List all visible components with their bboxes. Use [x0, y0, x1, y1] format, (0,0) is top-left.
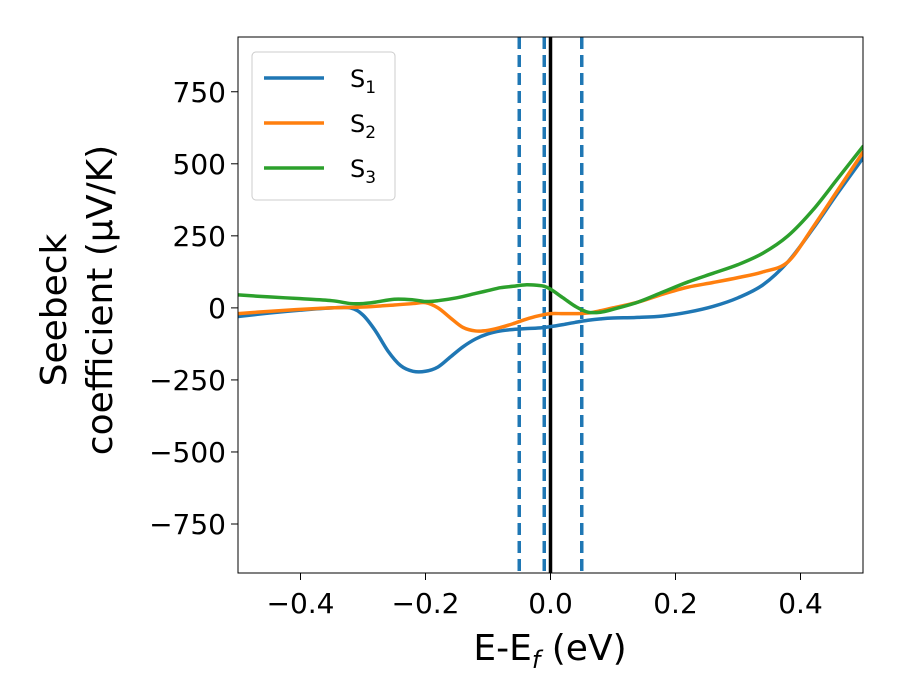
y-axis-label-line1: Seebeck — [34, 233, 75, 386]
x-tick-label: 0.4 — [778, 587, 823, 620]
legend-box — [251, 51, 396, 201]
series-layer — [238, 144, 863, 374]
series-line-s3 — [238, 144, 863, 315]
series-line-s1 — [238, 156, 863, 374]
x-axis-label: E-Ef (eV) — [473, 628, 626, 674]
x-axis-ticks: −0.4 −0.2 0.0 0.2 0.4 — [267, 573, 823, 620]
legend: S1 S2 S3 — [251, 51, 396, 201]
y-tick-label: −750 — [149, 508, 226, 541]
y-tick-label: −500 — [149, 436, 226, 469]
y-tick-label: 250 — [173, 220, 226, 253]
series-line-s2 — [238, 150, 863, 333]
x-tick-label: −0.4 — [267, 587, 335, 620]
y-tick-label: 0 — [208, 292, 226, 325]
x-tick-label: 0.0 — [528, 587, 573, 620]
y-axis-ticks: −750 −500 −250 0 250 500 750 — [149, 76, 238, 541]
legend-label-s2: S2 — [350, 110, 376, 143]
vertical-reference-lines — [517, 37, 584, 573]
y-tick-label: 750 — [173, 76, 226, 109]
y-tick-label: −250 — [149, 364, 226, 397]
legend-label-s3: S3 — [350, 155, 376, 188]
y-axis-label-line2: coefficient (μV/K) — [80, 145, 121, 455]
x-axis-label-unit: (eV) — [540, 628, 626, 669]
x-tick-label: −0.2 — [392, 587, 460, 620]
legend-label-s1: S1 — [350, 65, 376, 98]
x-tick-label: 0.2 — [653, 587, 698, 620]
y-tick-label: 500 — [173, 148, 226, 181]
